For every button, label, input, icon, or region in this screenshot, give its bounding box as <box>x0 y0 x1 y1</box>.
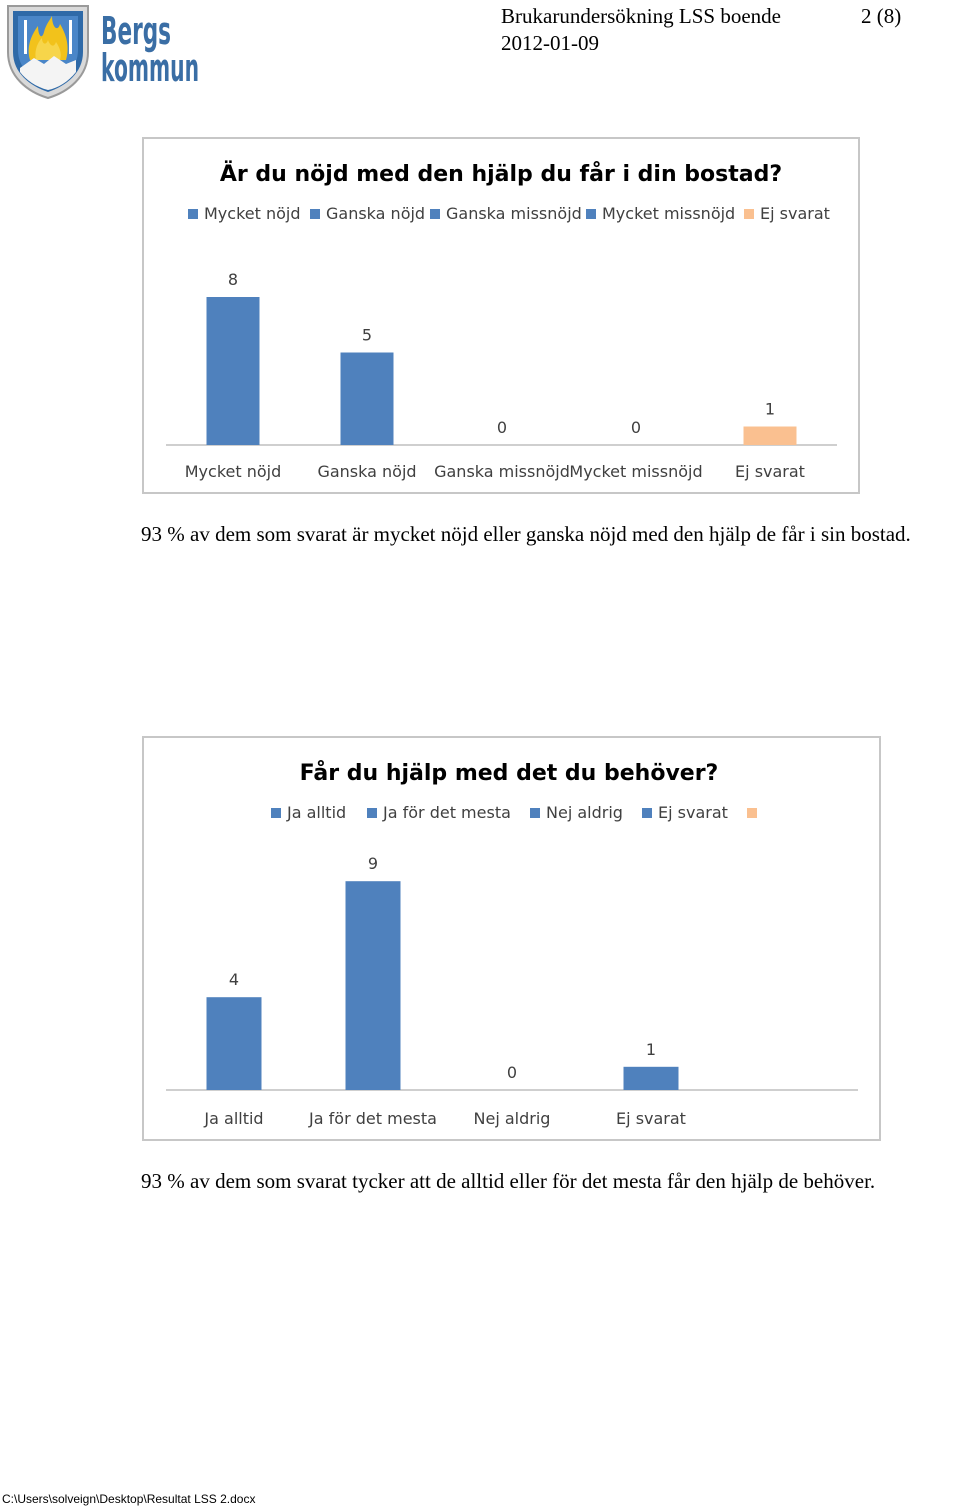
chart1-bar <box>743 426 797 445</box>
chart1-title: Är du nöjd med den hjälp du får i din bo… <box>220 161 782 187</box>
chart1-data-label: 0 <box>631 418 641 437</box>
chart2-bar <box>623 1066 679 1090</box>
chart2-legend-swatch <box>642 808 652 818</box>
chart-satisfaction-svg: Är du nöjd med den hjälp du får i din bo… <box>166 161 837 481</box>
document-title: Brukarundersökning LSS boende <box>501 4 781 28</box>
chart-help-received: Får du hjälp med det du behöver? Ja allti… <box>142 736 881 1141</box>
chart1-data-label: 1 <box>765 400 775 419</box>
chart2-data-label: 4 <box>229 970 239 989</box>
chart2-category-label: Nej aldrig <box>474 1109 551 1128</box>
document-date: 2012-01-09 <box>501 31 599 55</box>
chart2-data-label: 1 <box>646 1040 656 1059</box>
chart2-category-label: Ja alltid <box>203 1109 263 1128</box>
chart2-legend-label: Ej svarat <box>658 803 728 822</box>
logo-text-line2: kommun <box>101 46 199 90</box>
chart1-legend-label: Mycket nöjd <box>204 204 301 223</box>
chart2-legend-swatch <box>747 808 757 818</box>
bergs-kommun-logo: Bergs kommun <box>4 2 200 100</box>
chart1-category-label: Ej svarat <box>735 462 805 481</box>
chart1-data-label: 0 <box>497 418 507 437</box>
chart1-legend-label: Ej svarat <box>760 204 830 223</box>
chart1-legend-swatch <box>430 209 440 219</box>
chart1-legend-swatch <box>586 209 596 219</box>
chart2-legend-swatch <box>271 808 281 818</box>
chart2-legend-swatch <box>367 808 377 818</box>
chart1-category-label: Ganska nöjd <box>317 462 416 481</box>
chart-help-summary: 93 % av dem som svarat tycker att de all… <box>141 1169 876 1193</box>
chart2-data-label: 9 <box>368 854 378 873</box>
chart1-legend-label: Mycket missnöjd <box>602 204 735 223</box>
chart1-category-label: Mycket nöjd <box>185 462 282 481</box>
chart1-category-label: Ganska missnöjd <box>434 462 570 481</box>
chart1-data-label: 8 <box>228 270 238 289</box>
chart1-legend-label: Ganska nöjd <box>326 204 425 223</box>
chart-help-received-svg: Får du hjälp med det du behöver? Ja allti… <box>166 760 858 1128</box>
chart1-legend-swatch <box>310 209 320 219</box>
chart-satisfaction: Är du nöjd med den hjälp du får i din bo… <box>142 137 860 494</box>
chart2-bar <box>206 997 262 1090</box>
coat-of-arms-icon: Bergs kommun <box>7 5 199 100</box>
chart2-bar <box>345 881 401 1090</box>
chart1-bar <box>206 297 260 445</box>
chart2-legend-swatch <box>530 808 540 818</box>
chart1-legend-label: Ganska missnöjd <box>446 204 582 223</box>
chart2-legend-label: Nej aldrig <box>546 803 623 822</box>
chart1-data-label: 5 <box>362 326 372 345</box>
chart2-legend-label: Ja för det mesta <box>382 803 511 822</box>
chart1-bar <box>340 352 394 445</box>
chart1-category-label: Mycket missnöjd <box>569 462 702 481</box>
chart2-category-label: Ej svarat <box>616 1109 686 1128</box>
chart2-legend-label: Ja alltid <box>286 803 346 822</box>
chart1-legend-swatch <box>188 209 198 219</box>
chart-satisfaction-summary: 93 % av dem som svarat är mycket nöjd el… <box>141 522 911 546</box>
page-number: 2 (8) <box>861 4 902 28</box>
chart1-legend-swatch <box>744 209 754 219</box>
chart2-title: Får du hjälp med det du behöver? <box>300 760 719 786</box>
chart2-category-label: Ja för det mesta <box>308 1109 437 1128</box>
chart2-data-label: 0 <box>507 1063 517 1082</box>
logo-text-line1: Bergs <box>101 9 171 53</box>
footer-file-path: C:\Users\solveign\Desktop\Resultat LSS 2… <box>2 1492 256 1506</box>
